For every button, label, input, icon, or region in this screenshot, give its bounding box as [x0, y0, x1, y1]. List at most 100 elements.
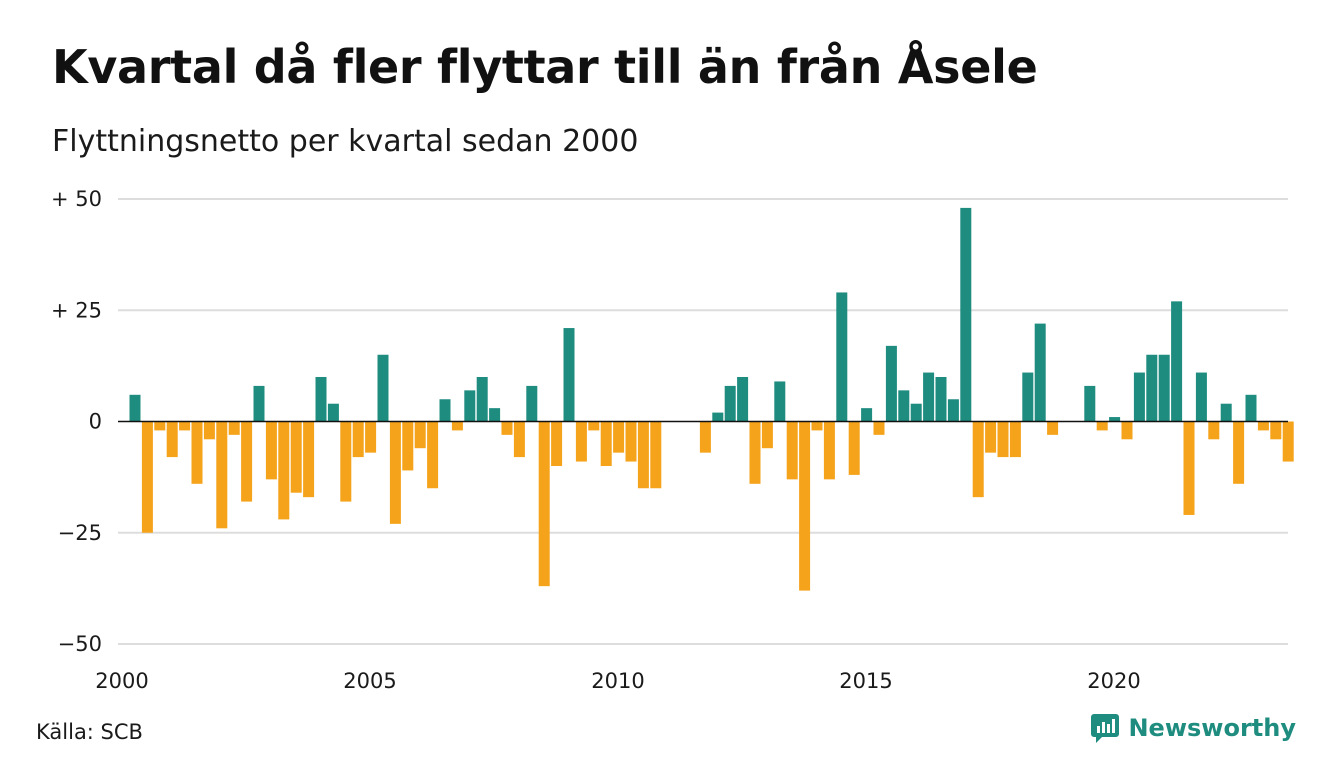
- bar: [947, 399, 959, 422]
- bar: [997, 421, 1009, 458]
- bar: [241, 421, 253, 502]
- bar: [1270, 421, 1282, 440]
- bar: [724, 385, 736, 422]
- x-tick-label: 2000: [95, 669, 148, 693]
- bar: [761, 421, 773, 449]
- bar: [823, 421, 835, 480]
- bar: [848, 421, 860, 475]
- bar: [625, 421, 637, 462]
- bar: [935, 377, 947, 422]
- x-tick-label: 2005: [343, 669, 396, 693]
- chart-title: Kvartal då fler flyttar till än från Åse…: [52, 40, 1038, 94]
- bar: [327, 403, 339, 422]
- y-axis-tick-labels: + 50 + 25 0 −25 −50: [51, 187, 102, 656]
- bar: [799, 421, 811, 591]
- bar: [154, 421, 166, 431]
- bar: [538, 421, 550, 587]
- bar: [749, 421, 761, 484]
- bar: [389, 421, 401, 524]
- bar: [340, 421, 352, 502]
- bar: [1084, 385, 1096, 422]
- bar: [1245, 394, 1257, 422]
- bar: [873, 421, 885, 435]
- bar: [910, 403, 922, 422]
- bar: [439, 399, 451, 422]
- bar: [774, 381, 786, 422]
- bar: [923, 372, 935, 422]
- chart-subtitle: Flyttningsnetto per kvartal sedan 2000: [52, 124, 639, 159]
- y-tick-label: −25: [58, 521, 102, 545]
- bar: [501, 421, 513, 435]
- bar: [290, 421, 302, 493]
- bar: [1009, 421, 1021, 458]
- bar: [191, 421, 203, 484]
- bar: [265, 421, 277, 480]
- brand-logo: Newsworthy: [1090, 712, 1296, 744]
- bar: [1183, 421, 1195, 515]
- x-tick-label: 2010: [591, 669, 644, 693]
- bar: [129, 394, 141, 422]
- bar: [1195, 372, 1207, 422]
- bar: [898, 390, 910, 422]
- bar: [1208, 421, 1220, 440]
- bar: [203, 421, 215, 440]
- bar: [402, 421, 414, 471]
- bar: [1220, 403, 1232, 422]
- bar: [1096, 421, 1108, 431]
- bar: [1109, 417, 1121, 422]
- bar: [513, 421, 525, 458]
- bar: [985, 421, 997, 453]
- bar: [551, 421, 563, 466]
- bar: [1171, 301, 1183, 422]
- bar: [352, 421, 364, 458]
- bars: [129, 207, 1294, 591]
- bar: [464, 390, 476, 422]
- bar: [737, 377, 749, 422]
- bar: [253, 385, 265, 422]
- bar: [861, 408, 873, 422]
- bar: [811, 421, 823, 431]
- bar: [1158, 354, 1170, 422]
- bar: [885, 345, 897, 422]
- bar: [278, 421, 290, 520]
- bar: [216, 421, 228, 529]
- bar: [476, 377, 488, 422]
- bar: [1146, 354, 1158, 422]
- bar-chart: + 50 + 25 0 −25 −50 2000 2005 2010 2015 2020: [51, 187, 1294, 693]
- bar: [427, 421, 439, 489]
- bar: [836, 292, 848, 422]
- bar: [377, 354, 389, 422]
- bar: [1257, 421, 1269, 431]
- bar: [699, 421, 711, 453]
- bar: [588, 421, 600, 431]
- bar: [1034, 323, 1046, 422]
- bar: [1233, 421, 1245, 484]
- bar: [637, 421, 649, 489]
- x-tick-label: 2015: [839, 669, 892, 693]
- y-tick-label: −50: [58, 632, 102, 656]
- bar: [414, 421, 426, 449]
- bar: [1282, 421, 1294, 462]
- x-axis-tick-labels: 2000 2005 2010 2015 2020: [95, 669, 1140, 693]
- y-tick-label: + 25: [51, 298, 102, 322]
- bar: [1121, 421, 1133, 440]
- gridlines: [118, 198, 1288, 645]
- bar: [600, 421, 612, 466]
- bar: [179, 421, 191, 431]
- bar: [303, 421, 315, 498]
- bar: [315, 377, 327, 422]
- bar: [712, 412, 724, 422]
- bar: [489, 408, 501, 422]
- source-note: Källa: SCB: [36, 720, 143, 744]
- brand-name: Newsworthy: [1128, 714, 1296, 742]
- bar: [451, 421, 463, 431]
- bar: [786, 421, 798, 480]
- bar: [228, 421, 240, 435]
- bar: [960, 207, 972, 422]
- bar: [1133, 372, 1145, 422]
- bar: [575, 421, 587, 462]
- bar: [365, 421, 377, 453]
- bar: [650, 421, 662, 489]
- bar: [526, 385, 538, 422]
- bar: [141, 421, 153, 533]
